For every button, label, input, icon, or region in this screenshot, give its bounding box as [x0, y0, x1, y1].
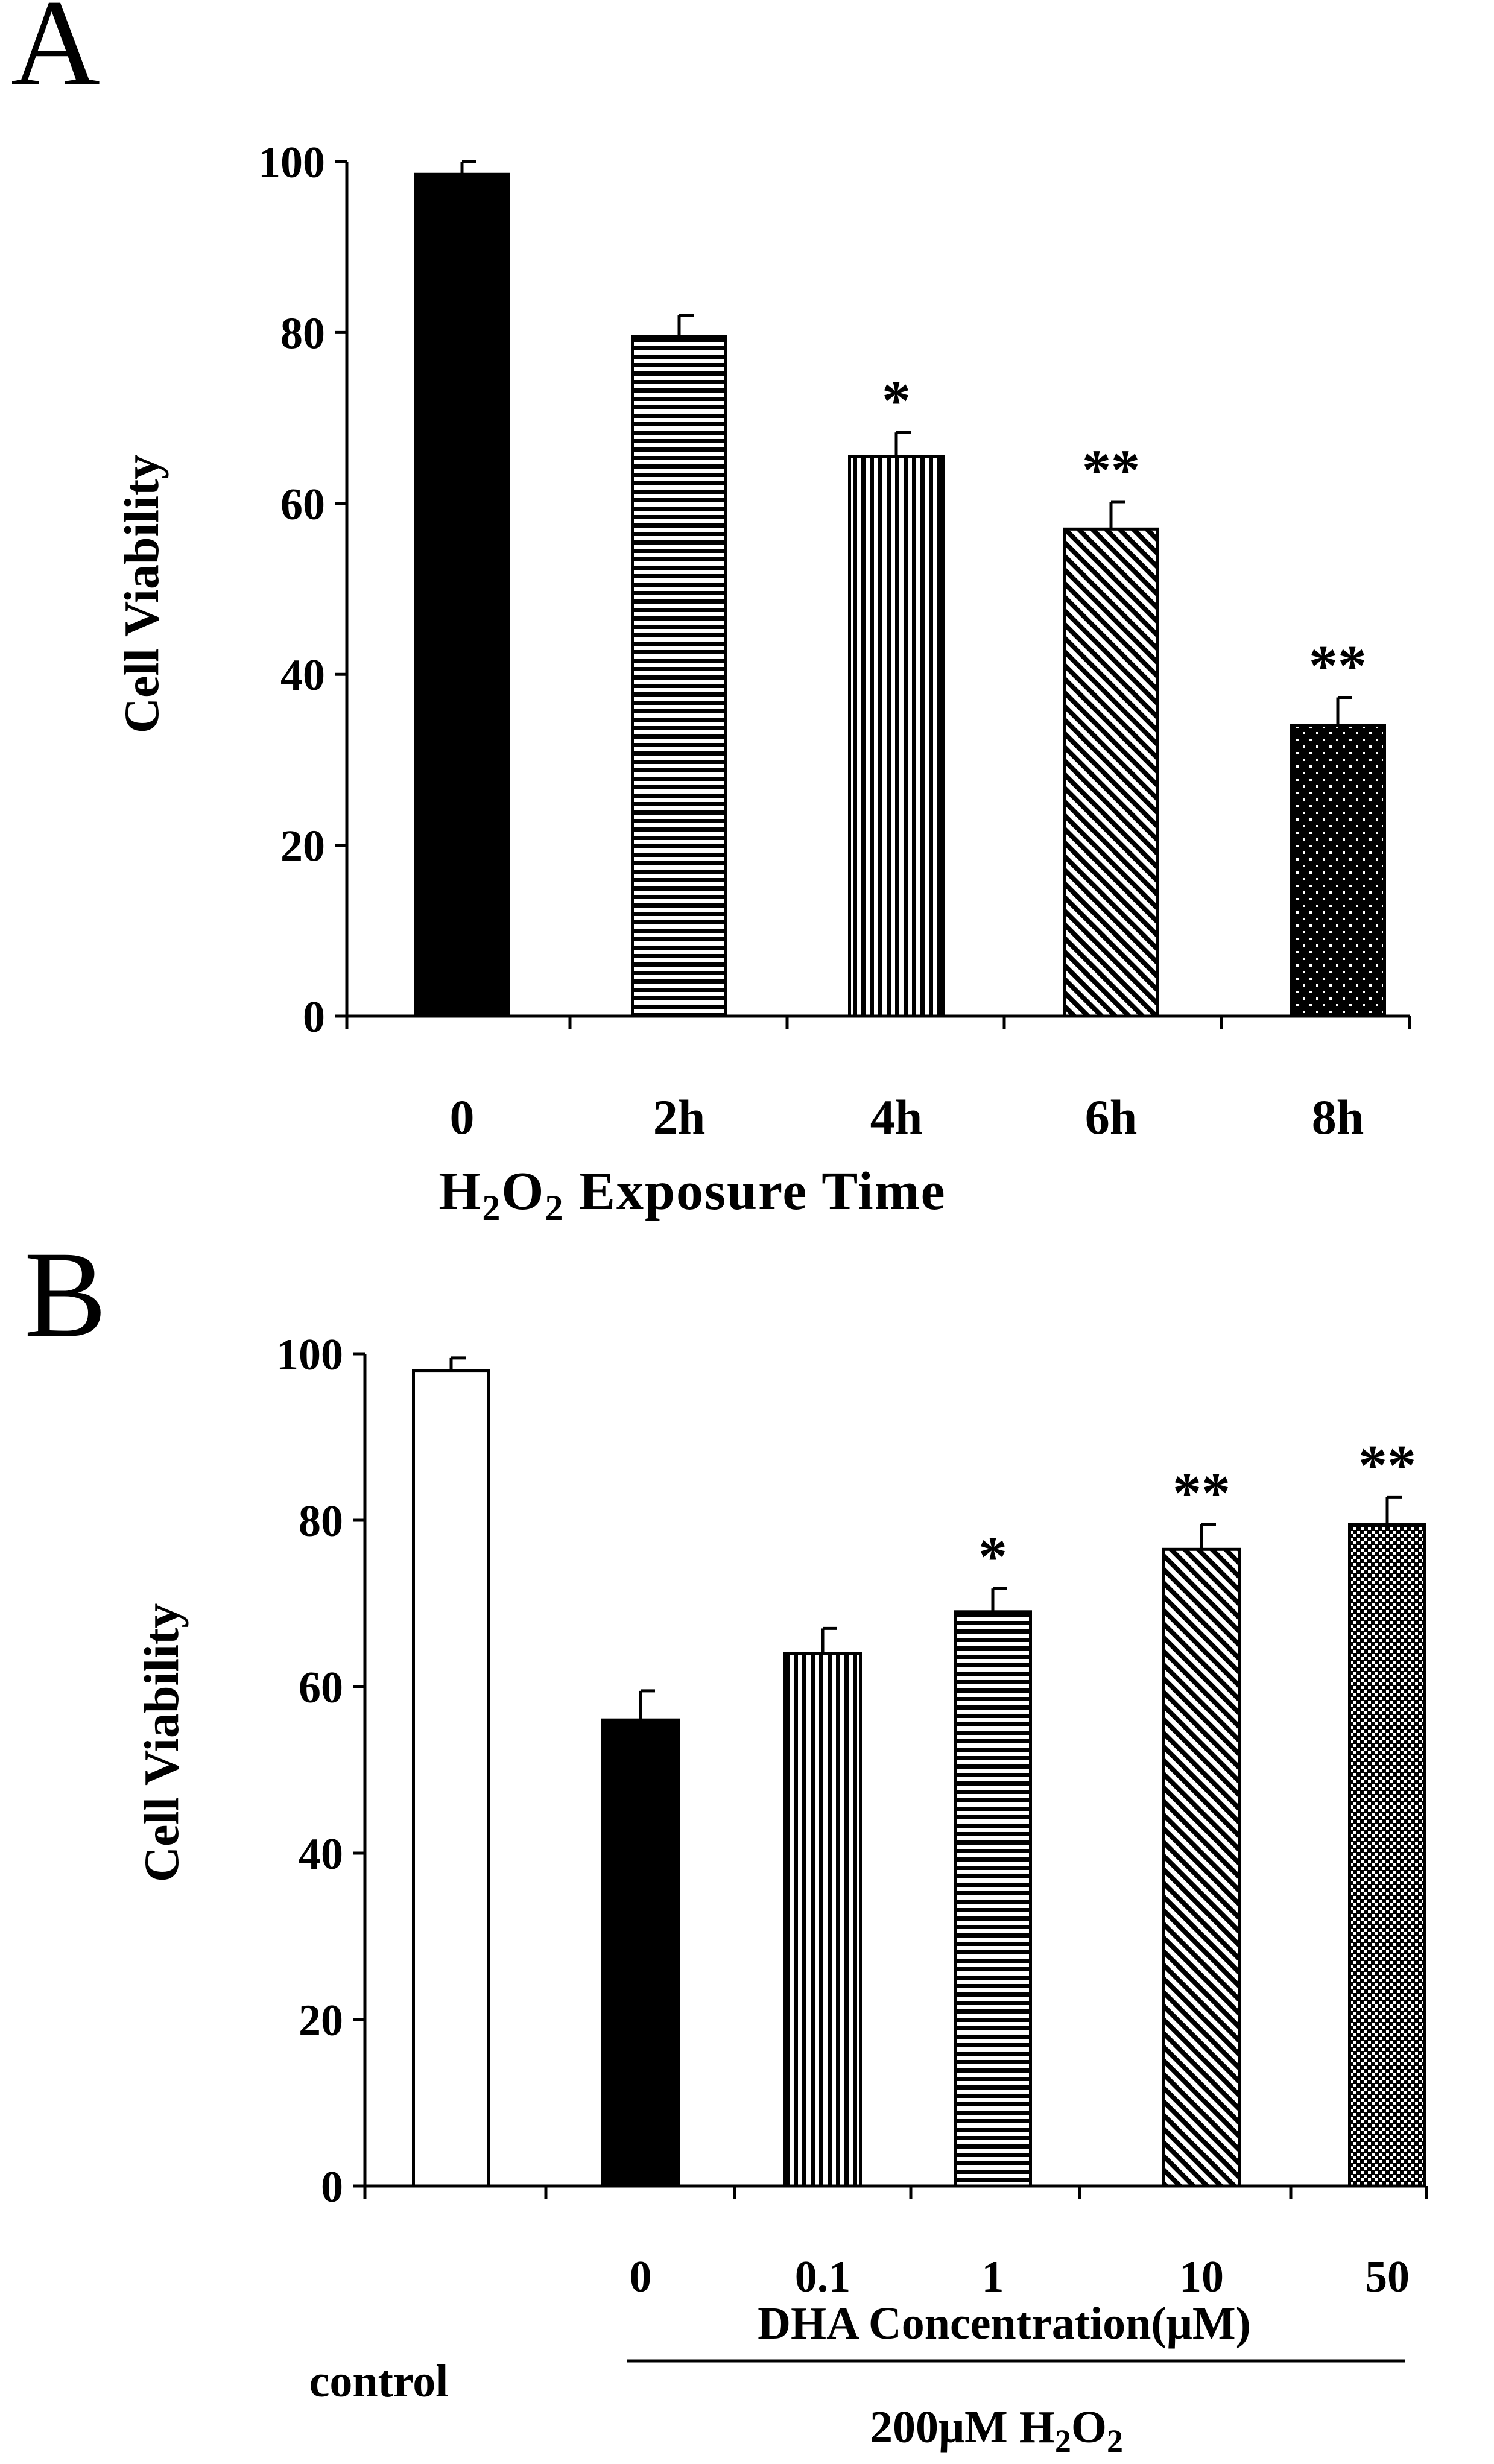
chart-a-bar-2 — [848, 455, 945, 1018]
chart-a-bar-3 — [1063, 527, 1159, 1018]
chart-b-bar-4 — [1162, 1547, 1241, 2188]
chart-a-ytick-label: 100 — [258, 138, 325, 188]
chart-a-ytick-label: 40 — [280, 651, 325, 700]
chart-a-bar-0 — [414, 172, 510, 1018]
chart-b-bar-2 — [783, 1652, 862, 2188]
panel-label-a: A — [11, 0, 100, 112]
chart-b-treatment-label: 200μM H2O2 — [870, 2402, 1123, 2459]
chart-b-bar-1 — [601, 1718, 680, 2188]
chart-a-category-label: 4h — [870, 1090, 923, 1145]
chart-b-xlabel: DHA Concentration(μM) — [758, 2298, 1251, 2349]
chart-b-ytick-label: 0 — [321, 2162, 343, 2212]
chart-b-ytick-label: 40 — [299, 1830, 343, 1879]
chart-a-ytick-label: 80 — [280, 309, 325, 358]
chart-a-ytick-label: 0 — [303, 993, 325, 1042]
chart-a: 0 20 40 60 80 100 0 2h * 4h ** 6h ** 8h — [258, 138, 1411, 1145]
chart-b-ytick-label: 100 — [276, 1330, 343, 1380]
chart-b-bar-5 — [1348, 1523, 1426, 2188]
chart-a-ylabel: Cell Viability — [114, 455, 169, 733]
chart-b-category-label: 0 — [630, 2252, 652, 2302]
chart-a-xlabel: H2O2 Exposure Time — [438, 1161, 946, 1228]
chart-b-significance: * — [978, 1524, 1007, 1589]
chart-a-category-label: 8h — [1312, 1090, 1364, 1145]
chart-b-bar-3 — [954, 1610, 1032, 2188]
chart-a-category-label: 6h — [1085, 1090, 1138, 1145]
chart-b-ytick-label: 60 — [299, 1663, 343, 1713]
chart-a-category-label: 2h — [653, 1090, 706, 1145]
chart-a-significance: * — [882, 368, 911, 433]
chart-b-ytick-label: 80 — [299, 1497, 343, 1546]
chart-b-ylabel: Cell Viability — [134, 1603, 189, 1882]
chart-a-ytick-label: 60 — [280, 480, 325, 529]
chart-b-significance: ** — [1358, 1433, 1416, 1497]
chart-a-bar-4 — [1290, 724, 1386, 1018]
chart-b-category-label: 0.1 — [795, 2252, 851, 2302]
chart-a-category-label: 0 — [450, 1090, 475, 1145]
chart-b: 0 20 40 60 80 100 0 0.1 * 1 ** 10 ** 50 — [276, 1330, 1428, 2302]
chart-b-category-label: 50 — [1365, 2252, 1410, 2302]
panel-label-b: B — [24, 1226, 107, 1363]
chart-b-bar-0 — [412, 1369, 490, 2188]
chart-a-significance: ** — [1309, 633, 1367, 698]
chart-a-ytick-label: 20 — [280, 822, 325, 871]
chart-a-bar-1 — [631, 335, 727, 1018]
chart-b-category-label: 1 — [982, 2252, 1004, 2302]
chart-b-category-label: 10 — [1179, 2252, 1224, 2302]
chart-b-ytick-label: 20 — [299, 1996, 343, 2045]
chart-a-significance: ** — [1082, 438, 1140, 502]
chart-b-group-label: control — [309, 2356, 449, 2407]
chart-b-significance: ** — [1173, 1461, 1230, 1525]
